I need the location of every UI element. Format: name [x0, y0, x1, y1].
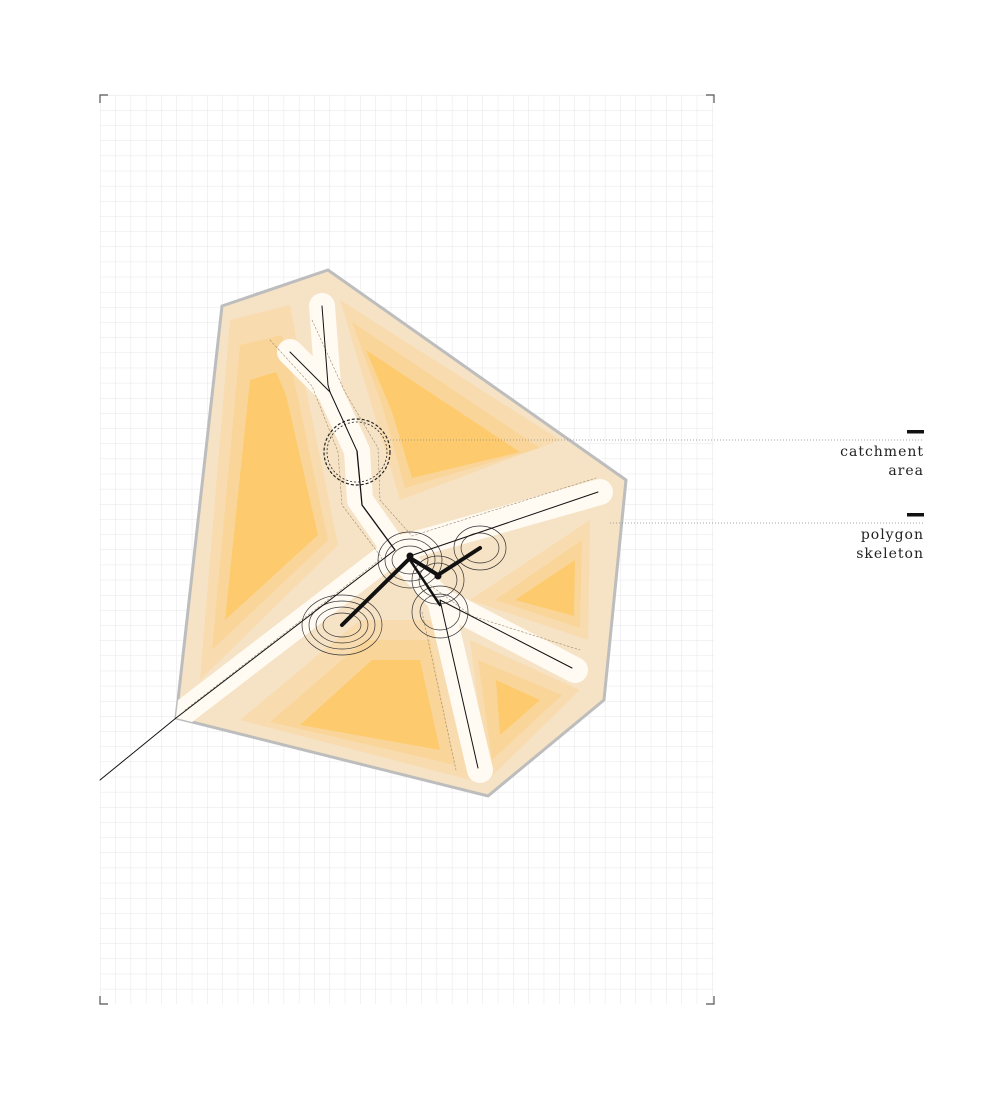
catchment-area-marker	[323, 418, 391, 486]
offset-bands	[200, 300, 590, 780]
legend-marker-catchment	[907, 430, 924, 434]
leader-lines	[390, 439, 924, 524]
legend-marker-skeleton	[907, 513, 924, 517]
legend-catchment-line1: catchment	[840, 444, 924, 460]
frame-corners	[99, 94, 715, 1005]
polygon-skeleton	[99, 305, 599, 781]
polygon-region	[99, 268, 628, 798]
legend-catchment-line2: area	[888, 463, 924, 479]
legend-skeleton-line2: skeleton	[856, 546, 924, 562]
legend-skeleton-line1: polygon	[861, 527, 924, 543]
catchment-circle-inner	[326, 421, 388, 483]
catchment-circle-outer	[323, 418, 391, 486]
legend: catchment area polygon skeleton	[840, 430, 924, 562]
